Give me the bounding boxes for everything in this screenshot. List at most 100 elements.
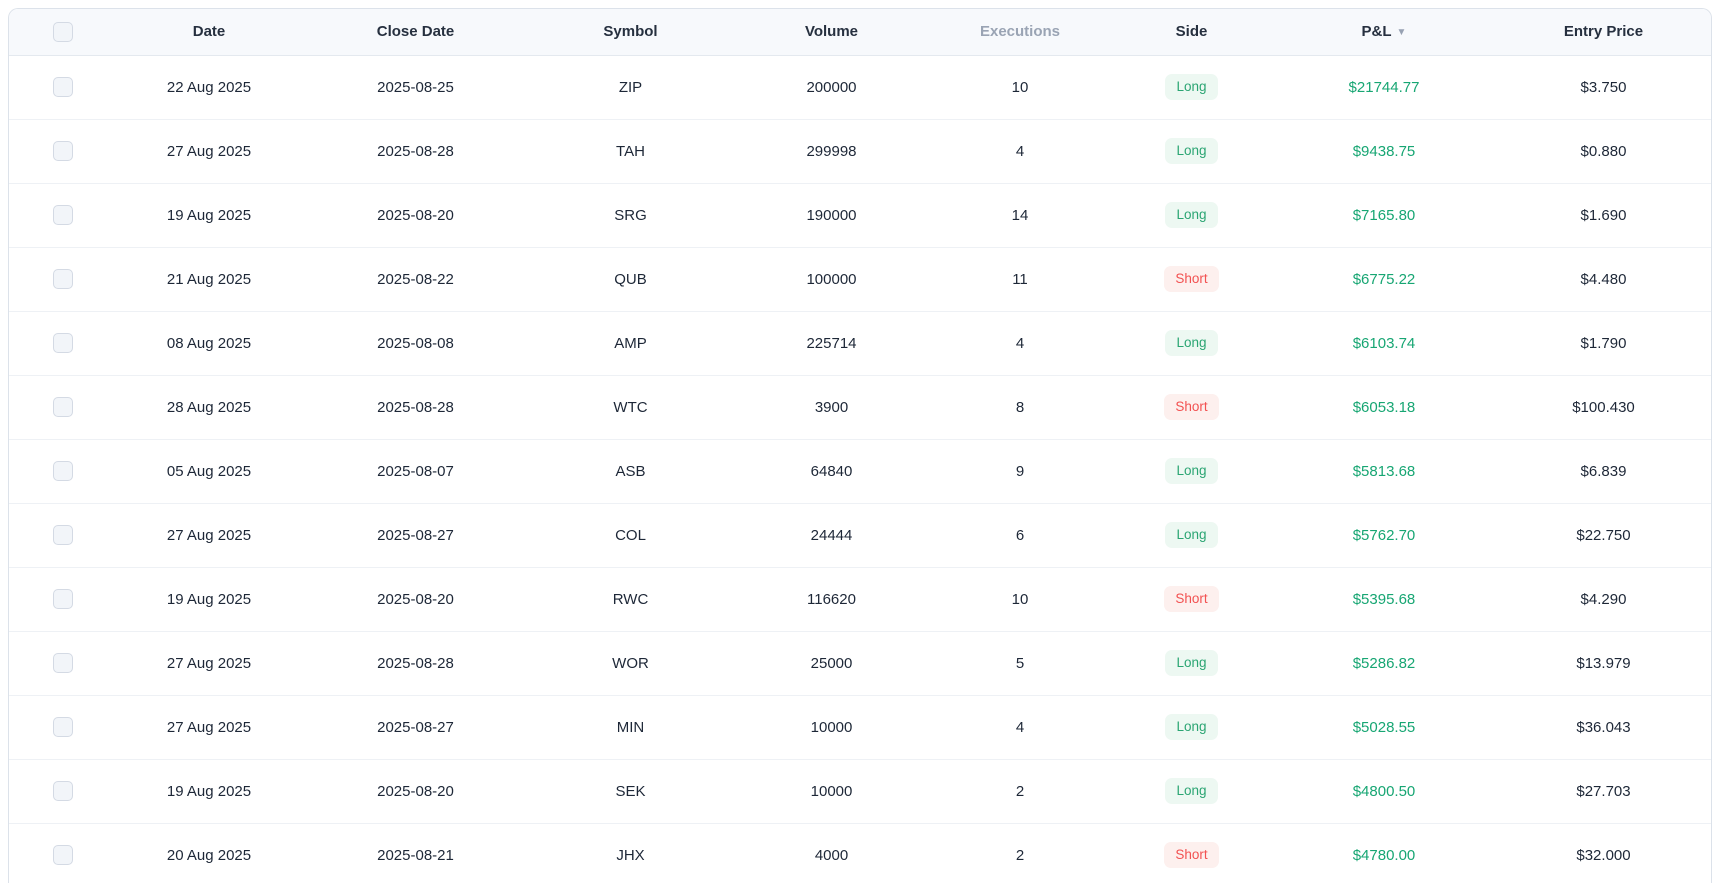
- table-row[interactable]: 27 Aug 2025 2025-08-27 MIN 10000 4 Long …: [9, 695, 1711, 760]
- pnl-cell: $6775.22: [1274, 247, 1494, 312]
- executions-cell: 5: [931, 631, 1109, 696]
- table-row[interactable]: 19 Aug 2025 2025-08-20 SEK 10000 2 Long …: [9, 759, 1711, 824]
- select-cell: [9, 183, 116, 248]
- select-cell: [9, 55, 116, 120]
- row-checkbox[interactable]: [52, 845, 73, 865]
- executions-cell: 4: [931, 695, 1109, 760]
- select-cell: [9, 439, 116, 504]
- table-row[interactable]: 20 Aug 2025 2025-08-21 JHX 4000 2 Short …: [9, 823, 1711, 883]
- symbol-cell: JHX: [529, 823, 732, 883]
- close-date-cell: 2025-08-27: [302, 503, 529, 568]
- row-checkbox[interactable]: [52, 269, 73, 289]
- row-checkbox[interactable]: [52, 77, 73, 97]
- side-badge: Long: [1165, 330, 1218, 356]
- date-cell: 08 Aug 2025: [116, 311, 302, 376]
- side-cell: Long: [1109, 503, 1274, 568]
- side-cell: Long: [1109, 119, 1274, 184]
- close-date-cell: 2025-08-27: [302, 695, 529, 760]
- close-date-cell: 2025-08-20: [302, 567, 529, 632]
- column-header-date[interactable]: Date: [116, 9, 302, 56]
- pnl-cell: $5286.82: [1274, 631, 1494, 696]
- executions-cell: 4: [931, 311, 1109, 376]
- volume-cell: 3900: [732, 375, 931, 440]
- pnl-cell: $9438.75: [1274, 119, 1494, 184]
- table-row[interactable]: 27 Aug 2025 2025-08-27 COL 24444 6 Long …: [9, 503, 1711, 568]
- row-checkbox[interactable]: [52, 205, 73, 225]
- executions-cell: 8: [931, 375, 1109, 440]
- date-cell: 22 Aug 2025: [116, 55, 302, 120]
- volume-cell: 10000: [732, 759, 931, 824]
- side-badge: Short: [1164, 266, 1219, 292]
- side-cell: Long: [1109, 631, 1274, 696]
- row-checkbox[interactable]: [52, 589, 73, 609]
- table-row[interactable]: 19 Aug 2025 2025-08-20 RWC 116620 10 Sho…: [9, 567, 1711, 632]
- symbol-cell: WOR: [529, 631, 732, 696]
- pnl-cell: $5762.70: [1274, 503, 1494, 568]
- row-checkbox[interactable]: [52, 653, 73, 673]
- row-checkbox[interactable]: [52, 525, 73, 545]
- executions-cell: 10: [931, 55, 1109, 120]
- volume-cell: 24444: [732, 503, 931, 568]
- date-cell: 27 Aug 2025: [116, 631, 302, 696]
- row-checkbox[interactable]: [52, 781, 73, 801]
- row-checkbox[interactable]: [52, 333, 73, 353]
- entry-price-cell: $4.290: [1494, 567, 1711, 632]
- side-cell: Long: [1109, 759, 1274, 824]
- row-checkbox[interactable]: [52, 717, 73, 737]
- close-date-cell: 2025-08-25: [302, 55, 529, 120]
- volume-cell: 10000: [732, 695, 931, 760]
- side-cell: Short: [1109, 567, 1274, 632]
- table-row[interactable]: 27 Aug 2025 2025-08-28 TAH 299998 4 Long…: [9, 119, 1711, 184]
- select-all-checkbox[interactable]: [52, 21, 73, 42]
- column-header-pnl[interactable]: P&L ▼: [1274, 9, 1494, 56]
- pnl-cell: $6053.18: [1274, 375, 1494, 440]
- column-header-select: [9, 9, 116, 56]
- column-header-pnl-label: P&L: [1361, 23, 1392, 41]
- entry-price-cell: $6.839: [1494, 439, 1711, 504]
- column-header-close-date[interactable]: Close Date: [302, 9, 529, 56]
- entry-price-cell: $1.690: [1494, 183, 1711, 248]
- entry-price-cell: $100.430: [1494, 375, 1711, 440]
- symbol-cell: MIN: [529, 695, 732, 760]
- table-row[interactable]: 21 Aug 2025 2025-08-22 QUB 100000 11 Sho…: [9, 247, 1711, 312]
- column-header-symbol[interactable]: Symbol: [529, 9, 732, 56]
- side-badge: Short: [1164, 586, 1219, 612]
- table-header: Date Close Date Symbol Volume Executions…: [9, 9, 1711, 56]
- close-date-cell: 2025-08-21: [302, 823, 529, 883]
- symbol-cell: WTC: [529, 375, 732, 440]
- column-header-volume[interactable]: Volume: [732, 9, 931, 56]
- volume-cell: 225714: [732, 311, 931, 376]
- select-cell: [9, 567, 116, 632]
- side-badge: Long: [1165, 714, 1218, 740]
- side-cell: Long: [1109, 55, 1274, 120]
- symbol-cell: SEK: [529, 759, 732, 824]
- table-row[interactable]: 08 Aug 2025 2025-08-08 AMP 225714 4 Long…: [9, 311, 1711, 376]
- volume-cell: 100000: [732, 247, 931, 312]
- table-row[interactable]: 22 Aug 2025 2025-08-25 ZIP 200000 10 Lon…: [9, 55, 1711, 120]
- executions-cell: 2: [931, 759, 1109, 824]
- side-badge: Long: [1165, 458, 1218, 484]
- table-row[interactable]: 27 Aug 2025 2025-08-28 WOR 25000 5 Long …: [9, 631, 1711, 696]
- row-checkbox[interactable]: [52, 461, 73, 481]
- symbol-cell: RWC: [529, 567, 732, 632]
- table-row[interactable]: 28 Aug 2025 2025-08-28 WTC 3900 8 Short …: [9, 375, 1711, 440]
- volume-cell: 25000: [732, 631, 931, 696]
- symbol-cell: ZIP: [529, 55, 732, 120]
- side-badge: Short: [1164, 394, 1219, 420]
- header-row: Date Close Date Symbol Volume Executions…: [9, 9, 1711, 56]
- pnl-cell: $5028.55: [1274, 695, 1494, 760]
- volume-cell: 64840: [732, 439, 931, 504]
- side-badge: Long: [1165, 138, 1218, 164]
- pnl-cell: $5813.68: [1274, 439, 1494, 504]
- column-header-executions[interactable]: Executions: [931, 9, 1109, 56]
- row-checkbox[interactable]: [52, 397, 73, 417]
- column-header-entry-price[interactable]: Entry Price: [1494, 9, 1711, 56]
- table-row[interactable]: 05 Aug 2025 2025-08-07 ASB 64840 9 Long …: [9, 439, 1711, 504]
- executions-cell: 6: [931, 503, 1109, 568]
- table-row[interactable]: 19 Aug 2025 2025-08-20 SRG 190000 14 Lon…: [9, 183, 1711, 248]
- row-checkbox[interactable]: [52, 141, 73, 161]
- side-cell: Short: [1109, 823, 1274, 883]
- pnl-cell: $5395.68: [1274, 567, 1494, 632]
- column-header-side[interactable]: Side: [1109, 9, 1274, 56]
- date-cell: 27 Aug 2025: [116, 503, 302, 568]
